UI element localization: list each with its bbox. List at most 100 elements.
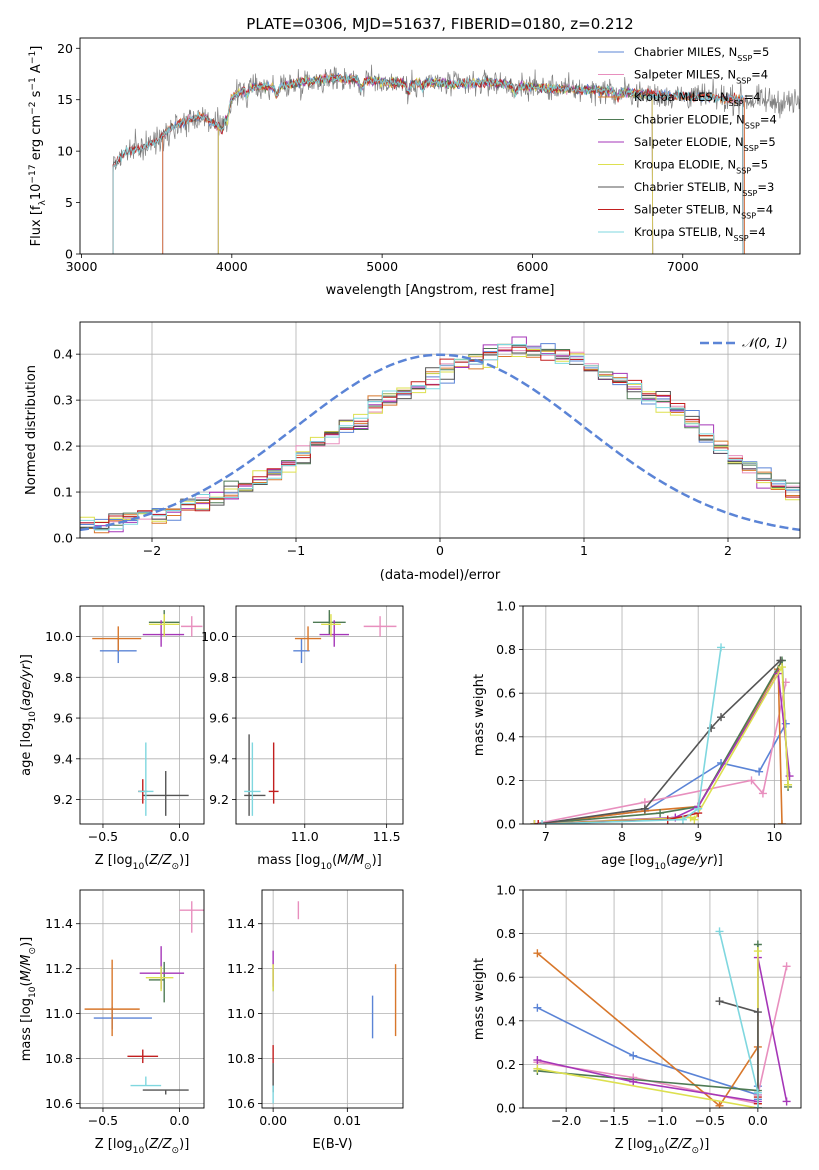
- errorbar-salpeter-stelib: [268, 742, 279, 804]
- y-axis-label: age [log10(age/yr)]: [19, 654, 38, 776]
- errorbar-salpeter-miles: [181, 616, 203, 637]
- x-tick-label: 7: [542, 829, 550, 844]
- weight-marker: [755, 767, 764, 776]
- y-tick-label: 10.0: [201, 629, 229, 644]
- axes-mass_vs_ebv: 0.00 0.01 10.6 10.8 11.0 11.2 11.4 E(B-V): [227, 889, 404, 1152]
- legend-label: Chabrier STELIB, NSSP=3: [634, 180, 774, 198]
- model-line-chabrier-elodie: [217, 73, 654, 254]
- y-tick-label: 9.8: [209, 670, 229, 685]
- x-tick-label: −1: [287, 543, 305, 558]
- histogram-salpeter-miles: [80, 347, 800, 538]
- weight-marker: [533, 1056, 542, 1065]
- weight-marker: [656, 809, 665, 818]
- legend-label: Kroupa STELIB, NSSP=4: [634, 225, 766, 243]
- x-tick-label: 11.0: [291, 829, 319, 844]
- weight-marker: [717, 713, 726, 722]
- weight-marker: [784, 780, 793, 789]
- x-tick-label: 10: [766, 829, 782, 844]
- model-line-kroupa-stelib: [112, 74, 744, 254]
- weight-marker: [533, 1064, 542, 1073]
- y-tick-label: 0.8: [496, 642, 516, 657]
- x-tick-label: 1: [580, 543, 588, 558]
- legend-label: Kroupa MILES, NSSP=4: [634, 90, 761, 108]
- y-tick-label: 0.4: [53, 347, 73, 362]
- x-tick-label: 6000: [517, 259, 549, 274]
- y-tick-label: 1.0: [496, 883, 516, 898]
- y-tick-label: 0.2: [496, 1057, 516, 1072]
- weight-marker: [533, 1003, 542, 1012]
- y-tick-label: 9.2: [209, 792, 229, 807]
- legend-label: Chabrier ELODIE, NSSP=4: [634, 113, 777, 131]
- weight-line: [718, 931, 759, 1108]
- errorbar-kroupa-stelib: [244, 742, 261, 816]
- errorbar-chabrier-stelib: [142, 1089, 189, 1095]
- plot-area: [262, 890, 403, 1108]
- x-tick-label: 7000: [667, 259, 699, 274]
- y-axis-label: mass [log10(M/M⊙)]: [19, 937, 38, 1061]
- weight-marker: [690, 815, 699, 824]
- errorbar-chabrier-miles: [93, 1006, 152, 1030]
- weight-line: [534, 671, 791, 824]
- weight-marker: [715, 927, 724, 936]
- y-tick-label: 9.6: [53, 711, 73, 726]
- x-axis-label: Z [log10(Z/Z⊙)]: [95, 1137, 190, 1156]
- y-tick-label: 0: [65, 247, 73, 262]
- x-tick-label: −1.0: [647, 1113, 677, 1128]
- errorbar-kroupa-elodie: [145, 966, 174, 992]
- x-axis-label: (data-model)/error: [380, 568, 501, 583]
- axes-mass_vs_Z: −0.5 0.0 10.6 10.8 11.0 11.2 11.4 Z [log10(Z/Z⊙…: [19, 889, 205, 1156]
- legend: Chabrier MILES, NSSP=5 Salpeter MILES, NS…: [598, 45, 777, 243]
- axes-frame: [235, 605, 404, 825]
- weight-line: [541, 647, 722, 824]
- weight-marker: [715, 1101, 724, 1108]
- x-axis-label: wavelength [Angstrom, rest frame]: [326, 283, 555, 298]
- y-tick-label: 11.2: [45, 961, 73, 976]
- y-tick-label: 0.0: [496, 817, 516, 832]
- errorbar-kroupa-elodie: [148, 614, 180, 637]
- y-tick-label: 10.8: [45, 1051, 73, 1066]
- y-tick-label: 0.1: [53, 485, 73, 500]
- weight-series-kroupa-miles: [534, 665, 786, 824]
- weight-marker: [629, 1051, 638, 1060]
- weight-marker: [753, 947, 762, 956]
- x-tick-label: −1.5: [599, 1113, 629, 1128]
- plot-area: [80, 890, 204, 1108]
- x-tick-label: 9: [694, 829, 702, 844]
- weight-marker: [753, 1088, 762, 1097]
- axes-frame: [261, 889, 404, 1109]
- weight-marker: [715, 997, 724, 1006]
- x-axis-label: age [log10(age/yr)]: [601, 853, 723, 872]
- legend: 𝒩(0, 1): [700, 335, 788, 350]
- axes-weight_vs_age: 7 8 9 10 0.0 0.2 0.4 0.6 0.8 1.0 age [log10(age/yr…: [472, 599, 802, 872]
- weight-marker: [753, 1008, 762, 1017]
- legend-label: Salpeter MILES, NSSP=4: [634, 68, 768, 86]
- errorbar-kroupa-miles: [84, 959, 140, 1037]
- axes-frame: [79, 889, 205, 1109]
- weight-marker: [538, 820, 547, 824]
- x-axis-label: Z [log10(Z/Z⊙)]: [95, 853, 190, 872]
- x-tick-label: 0.0: [748, 1113, 768, 1128]
- weight-marker: [533, 949, 542, 958]
- weight-marker: [717, 643, 726, 652]
- y-axis-label: Flux [fλ10−17 erg cm−2 s−1 A−1]: [28, 46, 48, 247]
- weight-marker: [629, 1077, 638, 1086]
- weight-line: [534, 682, 787, 824]
- weight-series-kroupa-stelib: [715, 927, 762, 1108]
- weight-marker: [530, 820, 539, 824]
- weight-marker: [776, 656, 785, 665]
- y-tick-label: 11.2: [227, 961, 255, 976]
- y-tick-label: 5: [65, 195, 73, 210]
- x-tick-label: 0.0: [170, 1113, 190, 1128]
- x-tick-label: −0.5: [695, 1113, 725, 1128]
- y-axis-label: Normed distribution: [24, 365, 39, 495]
- y-tick-label: 20: [57, 41, 73, 56]
- y-tick-label: 9.4: [209, 751, 229, 766]
- errorbar-chabrier-stelib: [142, 771, 189, 816]
- x-tick-label: 3000: [66, 259, 98, 274]
- legend-label: Salpeter ELODIE, NSSP=5: [634, 135, 776, 153]
- y-axis-label: mass weight: [472, 958, 487, 1040]
- y-tick-label: 0.2: [53, 439, 73, 454]
- x-tick-label: 2: [724, 543, 732, 558]
- errorbar-chabrier-elodie: [148, 961, 165, 1003]
